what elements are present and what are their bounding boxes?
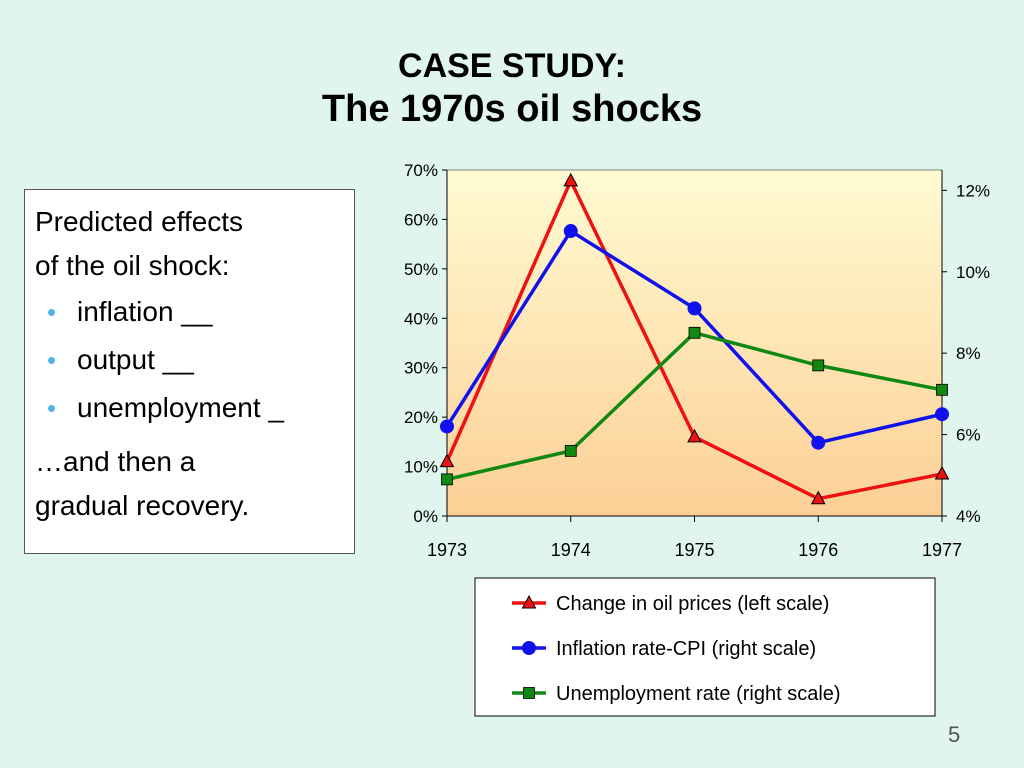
oil-price-legend-label: Change in oil prices (left scale): [556, 593, 829, 615]
predicted-effects-textbox: Predicted effects of the oil shock: • inf…: [24, 189, 355, 554]
unemployment-legend-label: Unemployment rate (right scale): [556, 683, 841, 705]
title-line-2: The 1970s oil shocks: [321, 88, 703, 130]
bullet-dot-icon: •: [47, 345, 57, 375]
title-line-1: CASE STUDY:: [398, 47, 626, 85]
oil-price-data-point: [934, 465, 950, 480]
unemployment-data-point: [812, 359, 825, 372]
bullet-text: output __: [77, 344, 194, 375]
plot-area: [446, 169, 943, 517]
oil-price-data-point: [563, 172, 579, 187]
bullet-dot-icon: •: [47, 297, 57, 327]
left-axis-tick-label: 70%: [404, 161, 438, 180]
x-axis-tick-label: 1976: [798, 540, 838, 560]
inflation-data-point: [563, 224, 578, 239]
x-axis-tick-label: 1974: [551, 540, 591, 560]
inflation-data-point: [935, 407, 949, 422]
x-axis-tick-label: 1975: [674, 540, 714, 560]
x-axis-tick-label: 1977: [922, 540, 962, 560]
bullet-dot-icon: •: [47, 393, 57, 423]
bullet-text: unemployment _: [77, 392, 285, 423]
left-axis-tick-label: 50%: [404, 260, 438, 279]
slide-title: CASE STUDY: The 1970s oil shocks: [0, 46, 1024, 132]
left-axis-tick-label: 40%: [404, 309, 438, 328]
unemployment-legend-marker: [523, 687, 535, 699]
recovery-line-2: gradual recovery.: [35, 490, 250, 521]
bullet-item-inflation: • inflation __: [35, 288, 344, 336]
left-axis-tick-label: 60%: [404, 210, 438, 229]
inflation-data-point: [687, 301, 702, 316]
oil-price-data-point: [810, 490, 826, 505]
right-axis-tick-label: 8%: [956, 344, 981, 363]
left-axis-tick-label: 20%: [404, 408, 438, 427]
x-axis-tick-label: 1973: [427, 540, 467, 560]
chart-legend: [474, 577, 936, 717]
recovery-line-1: …and then a: [35, 446, 196, 477]
textbox-heading-line-1: Predicted effects: [35, 206, 244, 237]
right-axis-tick-label: 6%: [956, 426, 981, 445]
inflation-legend-label: Inflation rate-CPI (right scale): [556, 638, 816, 660]
oil-price-data-point: [439, 453, 455, 468]
left-axis-tick-label: 0%: [413, 507, 438, 526]
unemployment-data-point: [936, 383, 948, 396]
inflation-legend-marker: [522, 641, 536, 655]
bullet-item-output: • output __: [35, 336, 344, 384]
right-axis-tick-label: 10%: [956, 263, 990, 282]
right-axis-tick-label: 12%: [956, 181, 990, 200]
page-number: 5: [948, 722, 961, 747]
left-axis-tick-label: 10%: [404, 458, 438, 477]
oil-price-legend-marker: [521, 594, 537, 609]
effects-bullet-list: • inflation __ • output __ • unemployment _: [35, 288, 344, 432]
inflation-data-point: [440, 419, 454, 434]
right-axis-tick-label: 4%: [956, 507, 981, 526]
unemployment-data-point: [564, 444, 577, 457]
unemployment-data-point: [688, 326, 701, 339]
textbox-heading-line-2: of the oil shock:: [35, 250, 230, 281]
left-axis-tick-label: 30%: [404, 359, 438, 378]
oil-price-data-point: [687, 428, 702, 443]
bullet-item-unemployment: • unemployment _: [35, 384, 344, 432]
inflation-data-point: [811, 435, 826, 450]
bullet-text: inflation __: [77, 296, 213, 327]
unemployment-data-point: [441, 473, 453, 486]
